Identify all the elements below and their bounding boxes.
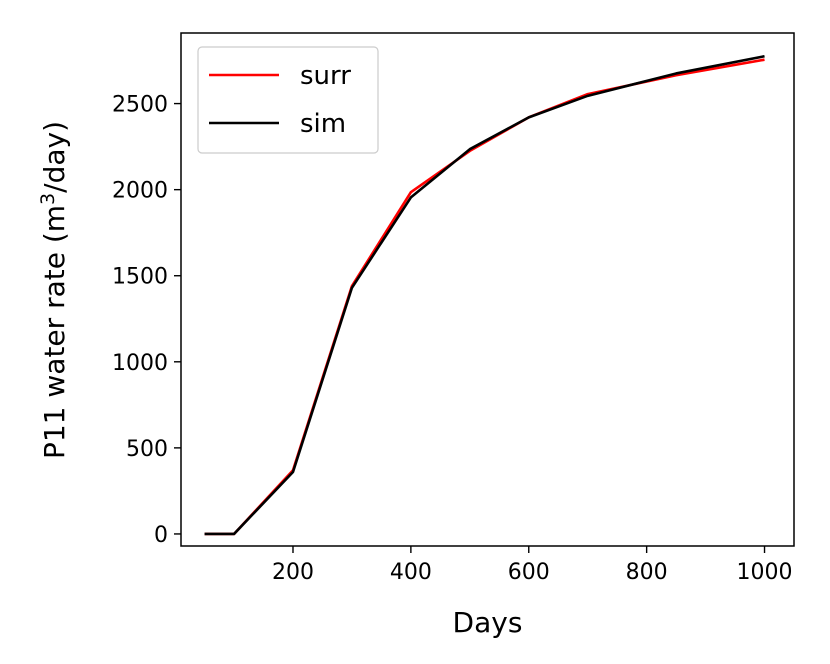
y-tick-label: 2500 bbox=[112, 93, 168, 118]
y-tick-label: 500 bbox=[126, 437, 168, 462]
y-axis: 0 500 1000 1500 2000 2500 bbox=[112, 93, 181, 548]
plot-content bbox=[204, 54, 765, 536]
legend-label-surr: surr bbox=[300, 61, 351, 91]
y-tick-label: 1000 bbox=[112, 351, 168, 376]
x-tick-label: 600 bbox=[508, 560, 550, 585]
legend: surr sim bbox=[197, 46, 379, 154]
y-tick-label: 0 bbox=[154, 523, 168, 548]
y-axis-title-tail: /day) bbox=[38, 121, 71, 193]
x-tick-label: 800 bbox=[626, 560, 668, 585]
series-line-sim bbox=[204, 54, 765, 536]
legend-frame bbox=[197, 46, 379, 154]
y-tick-label: 2000 bbox=[112, 179, 168, 204]
x-axis: 200 400 600 800 1000 bbox=[272, 546, 793, 585]
x-tick-label: 1000 bbox=[737, 560, 793, 585]
x-tick-label: 200 bbox=[272, 560, 314, 585]
x-tick-label: 400 bbox=[390, 560, 432, 585]
plot-frame bbox=[180, 32, 795, 547]
legend-label-sim: sim bbox=[300, 109, 346, 139]
x-axis-title: Days bbox=[453, 606, 523, 639]
y-axis-title: P11 water rate (m3/day) bbox=[37, 121, 71, 459]
y-tick-label: 1500 bbox=[112, 265, 168, 290]
y-axis-title-main: P11 water rate (m bbox=[38, 205, 71, 459]
y-axis-title-superscript: 3 bbox=[37, 193, 59, 205]
